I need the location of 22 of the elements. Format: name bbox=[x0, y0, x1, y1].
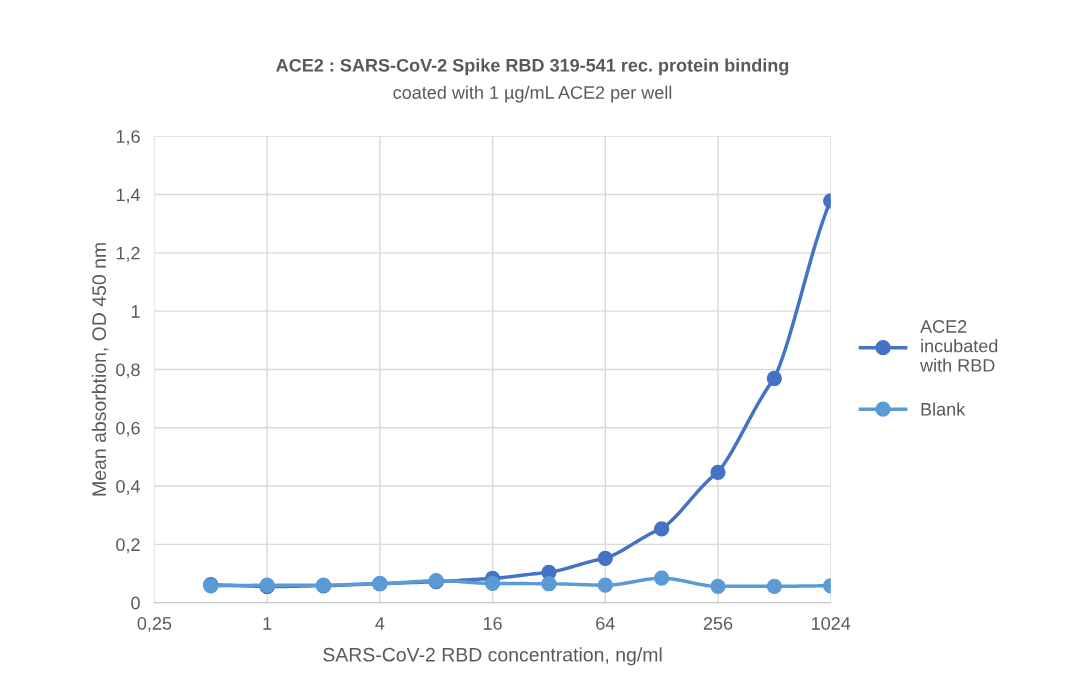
y-tick-label: 0,2 bbox=[116, 538, 140, 554]
legend-label: ACE2 incubated with RBD bbox=[920, 320, 998, 372]
y-tick-label: 1 bbox=[131, 305, 140, 318]
y-tick-label: 1,4 bbox=[116, 188, 141, 204]
y-tick-label: 1,6 bbox=[116, 130, 140, 146]
x-tick-label: 16 bbox=[483, 617, 502, 630]
legend-label: Blank bbox=[921, 402, 966, 416]
chart-title: ACE2 : SARS-CoV-2 Spike RBD 319-541 rec. protein binding bbox=[276, 58, 789, 76]
y-tick-label: 0,6 bbox=[116, 421, 140, 437]
y-tick-label: 0,8 bbox=[116, 363, 140, 379]
x-tick-label: 1024 bbox=[812, 617, 851, 630]
y-tick-label: 0 bbox=[131, 596, 140, 610]
x-tick-label: 4 bbox=[375, 617, 385, 630]
chart-subtitle: coated with 1 µg/mL ACE2 per well bbox=[393, 85, 672, 103]
y-axis-title: Mean absorbtion, OD 450 nm bbox=[91, 243, 109, 496]
x-axis-title: SARS-CoV-2 RBD concentration, ng/ml bbox=[323, 647, 662, 666]
y-tick-label: 0,4 bbox=[116, 480, 141, 495]
x-tick-label: 1 bbox=[263, 617, 272, 630]
x-tick-label: 0,25 bbox=[137, 617, 172, 632]
x-tick-label: 256 bbox=[703, 617, 733, 630]
y-tick-label: 1,2 bbox=[116, 246, 140, 262]
x-tick-label: 64 bbox=[596, 617, 615, 630]
